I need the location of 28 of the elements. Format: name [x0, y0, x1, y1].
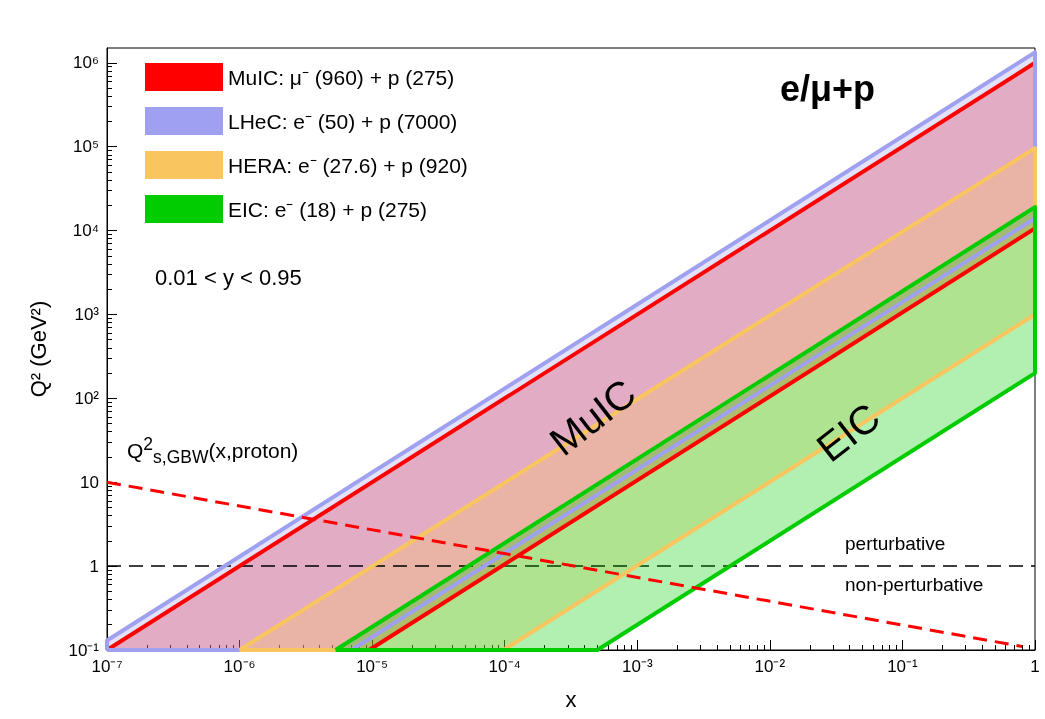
annotation: perturbative — [845, 533, 946, 555]
x-tick-label: 1 — [1030, 657, 1040, 676]
annotation: 0.01 < y < 0.95 — [155, 265, 302, 291]
y-tick-label: 10⁵ — [73, 137, 99, 157]
y-tick-label: 10⁴ — [72, 221, 99, 241]
x-axis-title: x — [565, 686, 577, 712]
series-label: Q$^{2}$$_{s,GBW}$(x,proton) — [127, 434, 299, 469]
x-tick-label: 10⁻³ — [622, 657, 653, 676]
annotation: e/μ+p — [780, 68, 876, 110]
legend-label: MuIC: μ⁻ (960) + p (275) — [228, 65, 455, 89]
y-tick-label: 10³ — [74, 304, 100, 324]
y-tick-label: 10 — [80, 472, 99, 492]
x-tick-label: 10⁻⁶ — [223, 657, 256, 676]
x-tick-label: 10⁻⁷ — [91, 657, 123, 676]
legend-label: HERA: e⁻ (27.6) + p (920) — [228, 153, 468, 177]
x-tick-label: 10⁻¹ — [887, 657, 919, 676]
y-tick-label: 10⁻¹ — [68, 640, 100, 660]
y-tick-label: 10² — [74, 388, 100, 408]
x-tick-label: 10⁻⁴ — [488, 657, 521, 676]
legend-label: EIC: e⁻ (18) + p (275) — [228, 197, 428, 221]
y-tick-label: 10⁶ — [73, 53, 99, 73]
x-tick-label: 10⁻⁵ — [356, 657, 389, 676]
annotation: non-perturbative — [845, 574, 984, 596]
y-axis-title: Q² (GeV²) — [25, 300, 51, 398]
y-tick-label: 1 — [89, 556, 99, 576]
x-tick-label: 10⁻² — [754, 657, 786, 676]
legend-label: LHeC: e⁻ (50) + p (7000) — [228, 109, 458, 133]
annotation: EIC — [808, 394, 889, 471]
